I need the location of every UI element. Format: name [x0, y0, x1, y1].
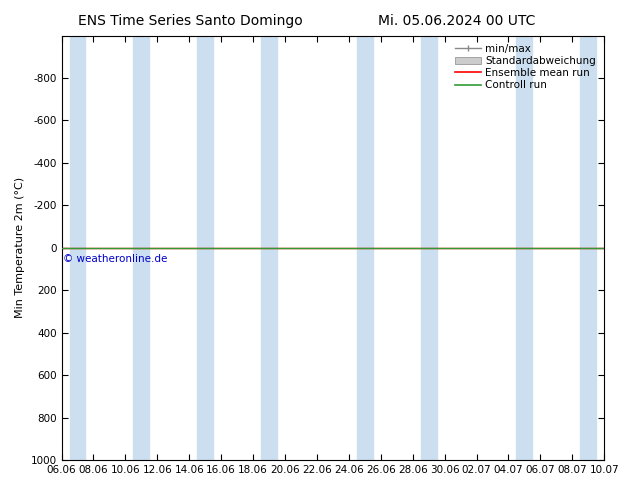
Bar — [70, 36, 86, 460]
Text: ENS Time Series Santo Domingo: ENS Time Series Santo Domingo — [78, 14, 302, 28]
Text: Mi. 05.06.2024 00 UTC: Mi. 05.06.2024 00 UTC — [378, 14, 535, 28]
Text: © weatheronline.de: © weatheronline.de — [63, 254, 167, 264]
Bar — [357, 36, 373, 460]
Bar — [580, 36, 596, 460]
Legend: min/max, Standardabweichung, Ensemble mean run, Controll run: min/max, Standardabweichung, Ensemble me… — [452, 41, 599, 93]
Bar — [261, 36, 277, 460]
Bar — [133, 36, 150, 460]
Bar — [197, 36, 213, 460]
Y-axis label: Min Temperature 2m (°C): Min Temperature 2m (°C) — [15, 177, 25, 318]
Bar — [517, 36, 533, 460]
Bar — [420, 36, 437, 460]
